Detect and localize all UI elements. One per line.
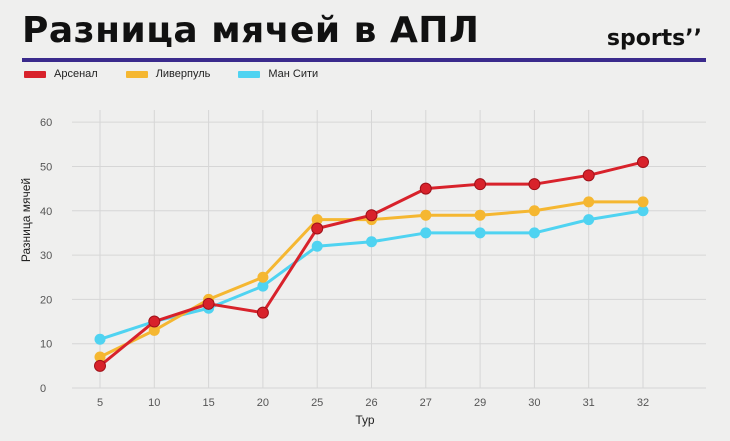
x-tick-label: 32 xyxy=(637,397,649,409)
series-3-point xyxy=(637,205,649,217)
y-tick-label: 10 xyxy=(40,339,52,351)
x-tick-label: 26 xyxy=(365,397,377,409)
x-tick-label: 29 xyxy=(474,397,486,409)
series-1-point xyxy=(528,178,541,191)
series-2-point xyxy=(257,271,269,283)
series-2-point xyxy=(528,205,540,217)
series-3-point xyxy=(311,240,323,252)
series-2-point xyxy=(637,196,649,208)
x-tick-label: 5 xyxy=(97,397,103,409)
legend-label: Ман Сити xyxy=(268,68,319,80)
series-1-point xyxy=(256,306,269,319)
series-2-point xyxy=(148,324,160,336)
series-3-point xyxy=(257,280,269,292)
legend-swatch xyxy=(238,70,261,78)
series-1-point xyxy=(474,178,487,191)
series-1-point xyxy=(94,359,106,372)
series-3-point xyxy=(474,227,486,239)
legend-item: Ливерпуль xyxy=(125,68,211,80)
series-1-point xyxy=(365,209,378,222)
x-tick-label: 30 xyxy=(528,397,540,409)
legend-item: Ман Сити xyxy=(238,68,318,80)
series-1-point xyxy=(582,169,595,182)
series-3-point xyxy=(528,227,540,239)
page-title: Разница мячей в АПЛ xyxy=(22,10,480,51)
legend-label: Арсенал xyxy=(54,68,98,80)
series-2-point xyxy=(420,209,432,221)
series-3-point xyxy=(366,236,377,248)
x-tick-label: 10 xyxy=(148,397,160,409)
x-tick-label: 15 xyxy=(202,397,214,409)
legend-swatch xyxy=(24,70,46,78)
x-tick-label: 20 xyxy=(257,397,269,409)
y-tick-label: 20 xyxy=(40,294,52,306)
y-axis-label: Разница мячей xyxy=(19,178,33,262)
x-tick-label: 25 xyxy=(311,397,323,409)
series-1-point xyxy=(419,182,432,195)
series-3-point xyxy=(94,333,106,345)
legend-swatch xyxy=(125,70,148,78)
series-3-point xyxy=(583,214,595,226)
x-tick-label: 31 xyxy=(583,397,595,409)
series-1-point xyxy=(202,297,215,310)
x-tick-label: 27 xyxy=(420,397,432,409)
y-tick-label: 50 xyxy=(40,161,52,173)
series-1-point xyxy=(637,156,649,169)
brand-logo: sports’’ xyxy=(607,26,702,51)
series-2-point xyxy=(311,214,323,226)
series-3-point xyxy=(420,227,432,239)
series-2-point xyxy=(474,209,486,221)
chart-legend: Арсенал Ливерпуль Ман Сити xyxy=(24,67,346,81)
series-1-point xyxy=(311,222,324,235)
series-2-point xyxy=(94,351,106,363)
legend-label: Ливерпуль xyxy=(155,68,211,80)
x-axis-label: Тур xyxy=(355,413,375,427)
series-1-point xyxy=(148,315,161,328)
brand-name: sports xyxy=(606,26,686,51)
y-tick-label: 30 xyxy=(40,250,52,262)
y-tick-label: 0 xyxy=(40,383,46,395)
legend-item: Арсенал xyxy=(24,68,98,80)
y-tick-label: 40 xyxy=(40,206,52,218)
series-2-point xyxy=(583,196,595,208)
y-tick-label: 60 xyxy=(40,117,52,129)
brand-mark: ’’ xyxy=(685,26,702,51)
title-divider xyxy=(22,58,706,62)
